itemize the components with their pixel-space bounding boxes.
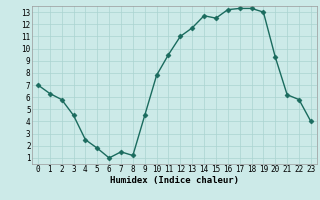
X-axis label: Humidex (Indice chaleur): Humidex (Indice chaleur) xyxy=(110,176,239,185)
